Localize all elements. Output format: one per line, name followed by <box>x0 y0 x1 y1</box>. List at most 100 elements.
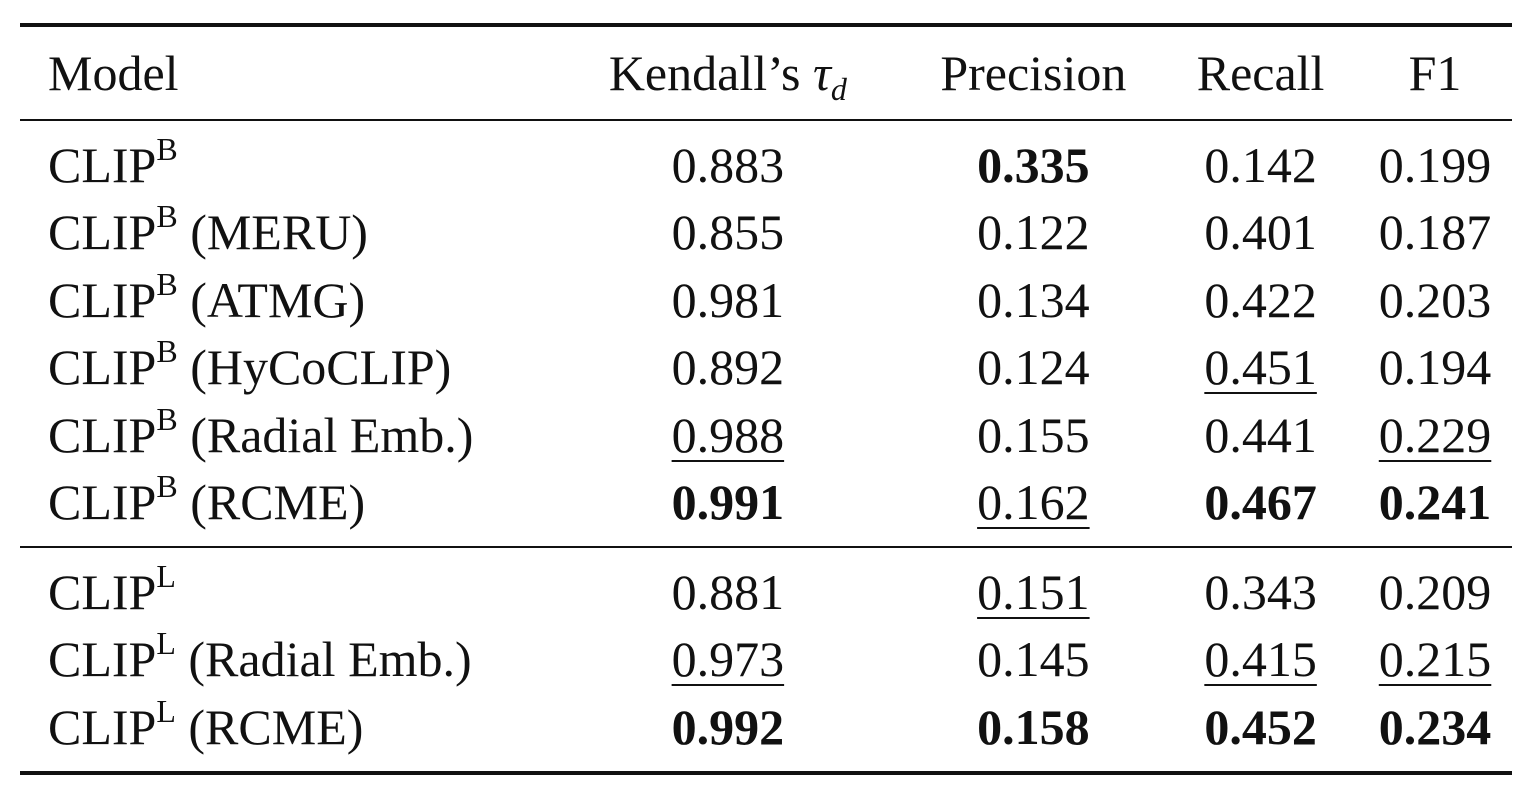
results-table: Model Kendall’s τd Precision Recall F1 C… <box>20 23 1512 775</box>
precision-cell: 0.162 <box>904 469 1164 548</box>
model-name-cell: CLIPB (ATMG) <box>20 266 552 334</box>
precision-cell-value: 0.122 <box>977 204 1090 261</box>
kendall-cell-value: 0.892 <box>671 339 785 396</box>
recall-cell-value: 0.142 <box>1204 136 1317 193</box>
table-row: CLIPB (MERU) 0.855 0.122 0.401 0.187 <box>20 199 1512 267</box>
model-size-superscript: B <box>156 198 178 235</box>
results-table-container: Model Kendall’s τd Precision Recall F1 C… <box>20 23 1512 775</box>
recall-cell: 0.452 <box>1163 693 1358 773</box>
f1-cell: 0.229 <box>1358 401 1512 469</box>
f1-cell: 0.187 <box>1358 199 1512 267</box>
header-row: Model Kendall’s τd Precision Recall F1 <box>20 25 1512 120</box>
kendall-cell: 0.973 <box>552 626 904 694</box>
recall-cell: 0.401 <box>1163 199 1358 267</box>
recall-cell: 0.142 <box>1163 120 1358 199</box>
kendall-cell: 0.988 <box>552 401 904 469</box>
model-name-cell: CLIPL (RCME) <box>20 693 552 773</box>
kendall-cell-value: 0.881 <box>671 563 785 620</box>
kendall-cell-value: 0.991 <box>671 474 785 531</box>
model-size-superscript: L <box>156 557 176 594</box>
table-row: CLIPB (HyCoCLIP) 0.892 0.124 0.451 0.194 <box>20 334 1512 402</box>
precision-cell: 0.134 <box>904 266 1164 334</box>
kendall-cell: 0.855 <box>552 199 904 267</box>
recall-cell: 0.467 <box>1163 469 1358 548</box>
model-name-cell: CLIPB (Radial Emb.) <box>20 401 552 469</box>
f1-cell-value: 0.203 <box>1378 271 1492 328</box>
model-base-name: CLIP <box>48 271 157 328</box>
f1-cell: 0.209 <box>1358 547 1512 626</box>
model-variant: (RCME) <box>175 698 364 755</box>
model-size-superscript: B <box>156 468 178 505</box>
header-precision: Precision <box>940 45 1127 101</box>
table-row: CLIPB (Radial Emb.) 0.988 0.155 0.441 0.229 <box>20 401 1512 469</box>
model-size-superscript: B <box>156 333 178 370</box>
recall-cell: 0.415 <box>1163 626 1358 694</box>
precision-cell-value: 0.124 <box>977 339 1090 396</box>
model-variant: (RCME) <box>177 474 366 531</box>
precision-cell-value: 0.151 <box>977 563 1090 620</box>
model-name-cell: CLIPL (Radial Emb.) <box>20 626 552 694</box>
header-recall: Recall <box>1196 45 1325 101</box>
f1-cell-value: 0.187 <box>1378 204 1492 261</box>
model-size-superscript: L <box>156 625 176 662</box>
f1-cell-value: 0.229 <box>1378 406 1492 463</box>
precision-cell: 0.151 <box>904 547 1164 626</box>
header-kendall-subscript: d <box>830 71 847 107</box>
model-variant: (MERU) <box>177 204 368 261</box>
recall-cell-value: 0.401 <box>1204 204 1317 261</box>
f1-cell: 0.199 <box>1358 120 1512 199</box>
recall-cell: 0.451 <box>1163 334 1358 402</box>
header-kendall-tau: τ <box>812 45 831 101</box>
model-size-superscript: B <box>156 400 178 437</box>
recall-cell: 0.422 <box>1163 266 1358 334</box>
f1-cell: 0.234 <box>1358 693 1512 773</box>
model-name-cell: CLIPB (HyCoCLIP) <box>20 334 552 402</box>
header-model: Model <box>48 45 179 101</box>
model-size-superscript: L <box>156 692 176 729</box>
model-variant: (Radial Emb.) <box>177 406 474 463</box>
precision-cell-value: 0.145 <box>977 631 1090 688</box>
precision-cell-value: 0.155 <box>977 406 1090 463</box>
kendall-cell-value: 0.992 <box>671 698 785 755</box>
recall-cell-value: 0.343 <box>1204 563 1317 620</box>
f1-cell: 0.203 <box>1358 266 1512 334</box>
kendall-cell-value: 0.988 <box>671 406 785 463</box>
precision-cell-value: 0.134 <box>977 271 1090 328</box>
f1-cell-value: 0.194 <box>1378 339 1492 396</box>
f1-cell: 0.215 <box>1358 626 1512 694</box>
group-clip-b: CLIPB 0.883 0.335 0.142 0.199 CLIPB (MERU) 0.8… <box>20 120 1512 547</box>
model-variant: (Radial Emb.) <box>175 631 472 688</box>
recall-cell-value: 0.467 <box>1204 474 1317 531</box>
precision-cell: 0.158 <box>904 693 1164 773</box>
table-row: CLIPB 0.883 0.335 0.142 0.199 <box>20 120 1512 199</box>
kendall-cell: 0.991 <box>552 469 904 548</box>
f1-cell: 0.241 <box>1358 469 1512 548</box>
model-size-superscript: B <box>156 130 178 167</box>
table-row: CLIPL (Radial Emb.) 0.973 0.145 0.415 0.215 <box>20 626 1512 694</box>
model-name-cell: CLIPL <box>20 547 552 626</box>
header-kendall-prefix: Kendall’s <box>608 45 813 101</box>
recall-cell-value: 0.441 <box>1204 406 1317 463</box>
recall-cell-value: 0.451 <box>1204 339 1317 396</box>
f1-cell-value: 0.209 <box>1378 563 1492 620</box>
precision-cell: 0.122 <box>904 199 1164 267</box>
precision-cell: 0.124 <box>904 334 1164 402</box>
model-variant: (HyCoCLIP) <box>177 339 452 396</box>
model-base-name: CLIP <box>48 563 157 620</box>
model-base-name: CLIP <box>48 136 157 193</box>
model-base-name: CLIP <box>48 631 157 688</box>
f1-cell-value: 0.199 <box>1378 136 1492 193</box>
table-row: CLIPB (ATMG) 0.981 0.134 0.422 0.203 <box>20 266 1512 334</box>
precision-cell: 0.145 <box>904 626 1164 694</box>
model-name-cell: CLIPB (MERU) <box>20 199 552 267</box>
kendall-cell: 0.981 <box>552 266 904 334</box>
f1-cell-value: 0.241 <box>1378 474 1492 531</box>
header-kendall: Kendall’s τd <box>552 25 904 120</box>
model-base-name: CLIP <box>48 339 157 396</box>
precision-cell: 0.335 <box>904 120 1164 199</box>
f1-cell-value: 0.215 <box>1378 631 1492 688</box>
header-f1: F1 <box>1408 45 1462 101</box>
model-base-name: CLIP <box>48 406 157 463</box>
model-base-name: CLIP <box>48 698 157 755</box>
precision-cell-value: 0.158 <box>977 698 1090 755</box>
